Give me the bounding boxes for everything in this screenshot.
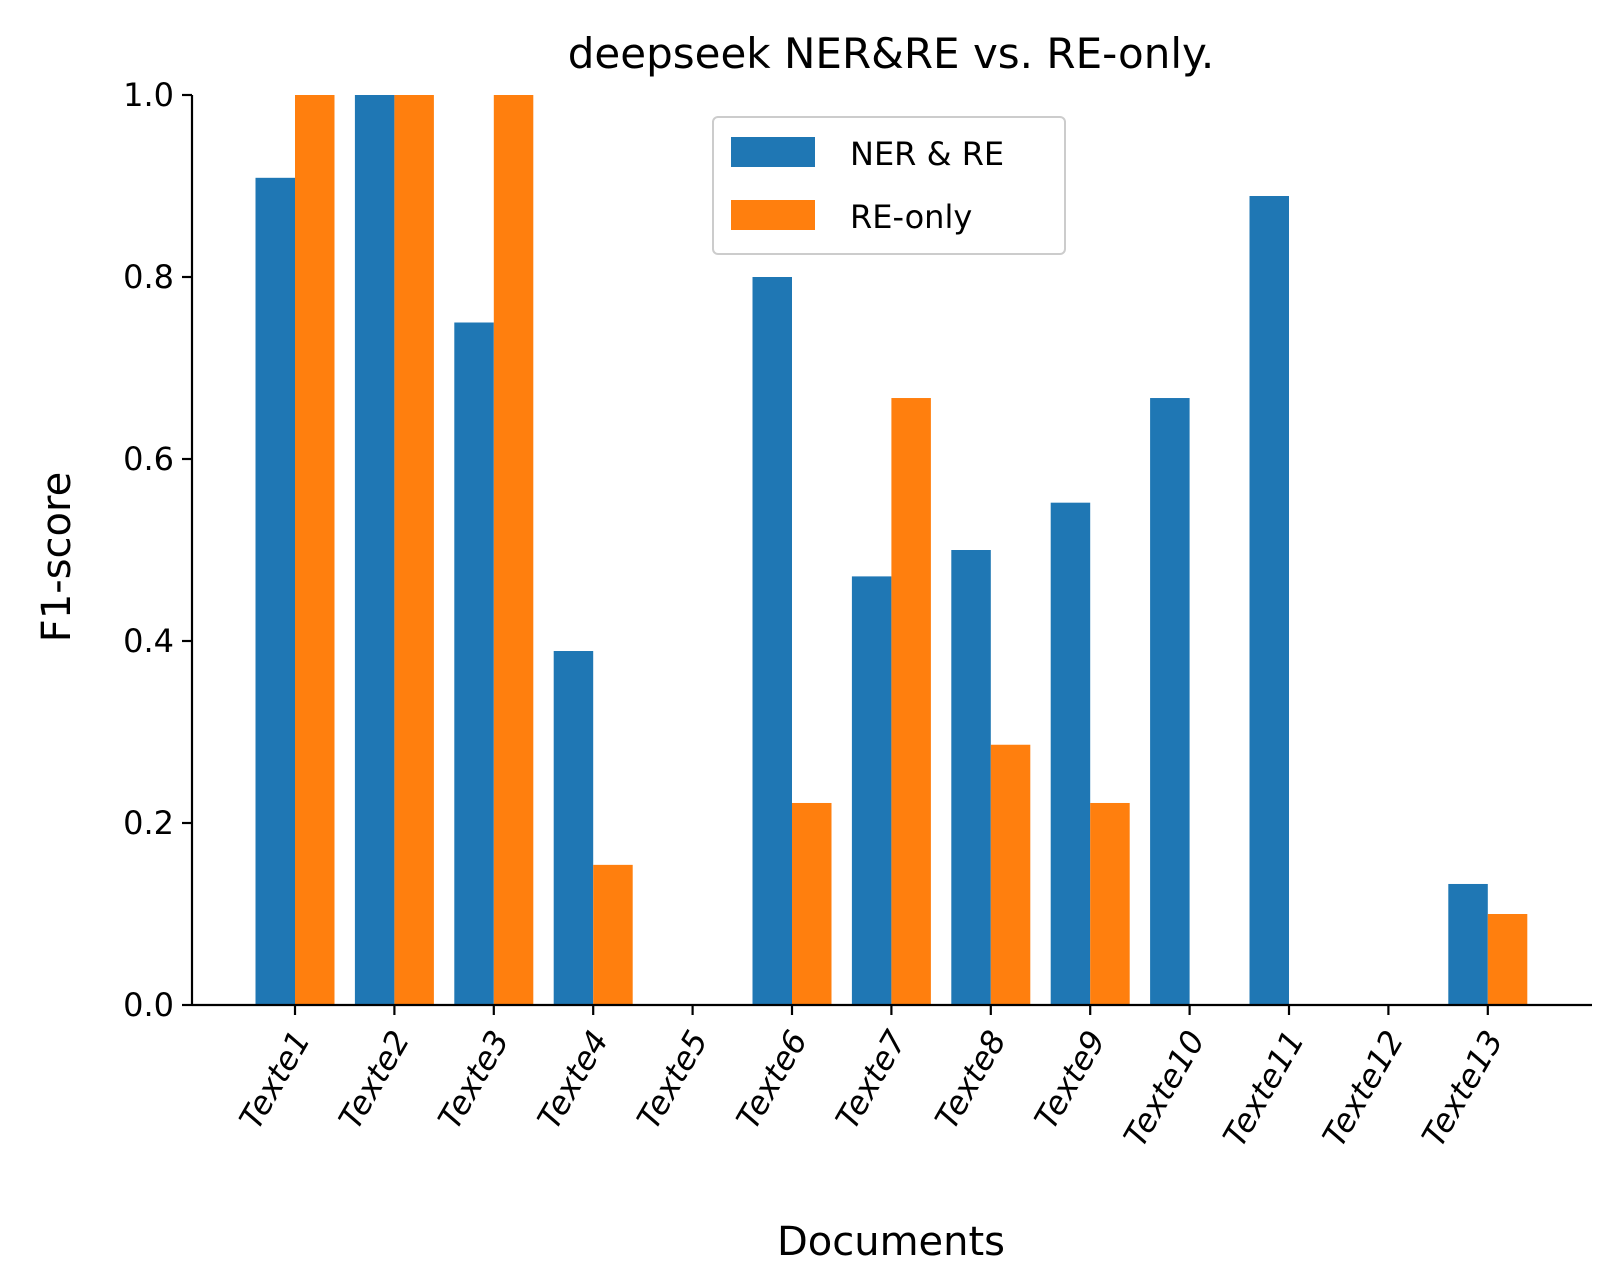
y-tick-label: 0.8 bbox=[123, 258, 174, 296]
bar-re-only-texte7 bbox=[891, 398, 931, 1005]
bar-ner-re-texte3 bbox=[454, 322, 494, 1005]
legend-swatch bbox=[731, 137, 815, 167]
bar-ner-re-texte9 bbox=[1050, 502, 1091, 1005]
bar-re-only-texte4 bbox=[593, 864, 633, 1005]
bar-ner-re-texte8 bbox=[951, 550, 991, 1005]
x-tick-label: Texte1 bbox=[232, 1024, 318, 1136]
legend-label: RE-only bbox=[850, 198, 972, 236]
y-tick-label: 0.6 bbox=[123, 440, 174, 478]
x-tick-label: Texte3 bbox=[430, 1024, 516, 1136]
x-tick-label: Texte6 bbox=[729, 1024, 815, 1136]
y-tick-label: 0.2 bbox=[123, 804, 174, 842]
bar-re-only-texte8 bbox=[990, 744, 1031, 1005]
x-tick-label: Texte11 bbox=[1215, 1024, 1311, 1153]
x-tick-label: Texte5 bbox=[629, 1024, 715, 1136]
x-tick-label: Texte7 bbox=[828, 1023, 915, 1135]
legend-swatch bbox=[731, 200, 815, 230]
bar-ner-re-texte13 bbox=[1448, 883, 1488, 1005]
bar-re-only-texte9 bbox=[1090, 802, 1130, 1005]
bar-re-only-texte13 bbox=[1487, 914, 1528, 1005]
bar-ner-re-texte7 bbox=[851, 576, 892, 1005]
x-tick-label: Texte4 bbox=[530, 1024, 616, 1136]
y-axis-label: F1-score bbox=[34, 472, 80, 642]
x-axis-label: Documents bbox=[777, 1219, 1005, 1265]
x-tick-label: Texte9 bbox=[1027, 1024, 1113, 1136]
y-tick-label: 0.0 bbox=[123, 986, 174, 1024]
bar-ner-re-texte4 bbox=[553, 651, 594, 1005]
bar-re-only-texte6 bbox=[792, 802, 832, 1005]
bar-ner-re-texte2 bbox=[354, 95, 395, 1005]
x-tick-label: Texte2 bbox=[331, 1024, 417, 1136]
chart-title: deepseek NER&RE vs. RE-only. bbox=[568, 29, 1215, 78]
legend-label: NER & RE bbox=[850, 135, 1004, 173]
x-tick-label: Texte8 bbox=[927, 1024, 1013, 1136]
bar-ner-re-texte10 bbox=[1150, 398, 1190, 1005]
bar-ner-re-texte6 bbox=[752, 277, 792, 1005]
x-axis: Texte1 Texte2 Texte3 Texte4 Texte5 Texte6 Text… bbox=[192, 1003, 1592, 1153]
y-tick-label: 0.4 bbox=[123, 622, 174, 660]
y-axis: 0.0 0.2 0.4 0.6 0.8 1.0 bbox=[123, 76, 194, 1024]
bar-re-only-texte1 bbox=[295, 95, 335, 1005]
x-tick-label: Texte10 bbox=[1116, 1024, 1212, 1153]
bar-ner-re-texte1 bbox=[255, 177, 295, 1005]
bar-re-only-texte3 bbox=[493, 95, 534, 1005]
x-tick-label: Texte13 bbox=[1414, 1024, 1510, 1153]
x-tick-label: Texte12 bbox=[1315, 1024, 1411, 1153]
y-tick-label: 1.0 bbox=[123, 76, 174, 114]
legend: NER & RE RE-only bbox=[712, 116, 1066, 255]
bars-group bbox=[255, 95, 1528, 1005]
bar-re-only-texte2 bbox=[394, 95, 434, 1005]
bar-ner-re-texte11 bbox=[1249, 196, 1289, 1005]
